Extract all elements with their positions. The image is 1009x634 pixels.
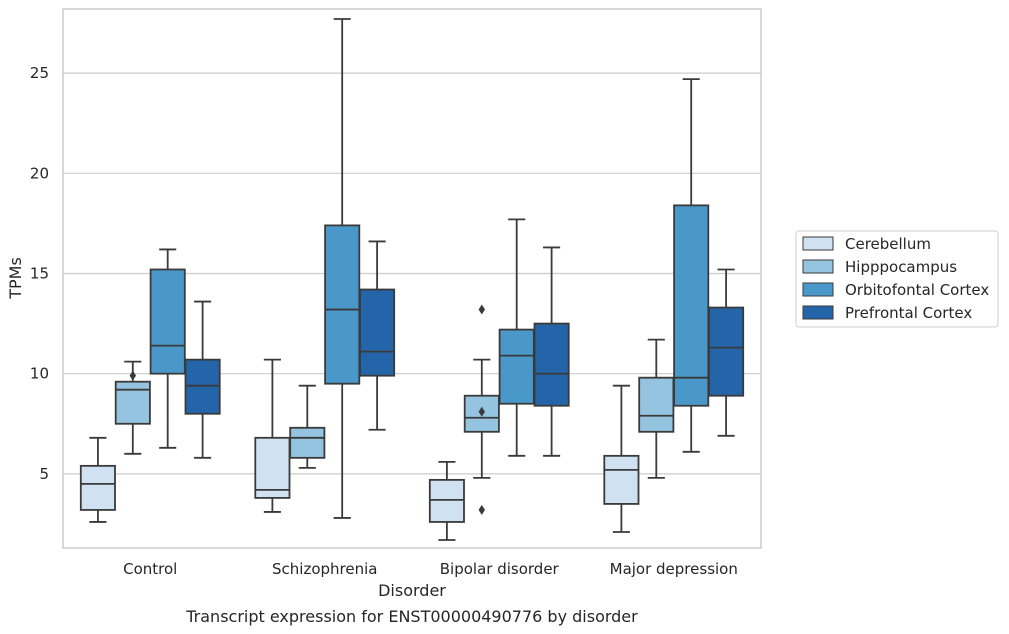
- box-3-2: [533, 246, 570, 457]
- box-iqr: [498, 328, 535, 405]
- chart-caption: Transcript expression for ENST0000049077…: [185, 607, 638, 626]
- outlier-point: [478, 406, 485, 417]
- box-iqr: [79, 464, 116, 511]
- legend-swatch: [802, 236, 834, 251]
- y-tick-labels: 5 10 15 20 25: [30, 64, 49, 483]
- box-iqr: [184, 358, 221, 415]
- y-tick-label: 20: [30, 164, 49, 182]
- legend-entry: Hipppocampus: [802, 258, 957, 276]
- y-tick-label: 15: [30, 264, 49, 282]
- y-tick-label: 10: [30, 365, 49, 383]
- box-1-0: [114, 360, 151, 455]
- box-iqr: [533, 322, 570, 407]
- plot-frame: [62, 8, 762, 549]
- box-iqr: [428, 478, 465, 523]
- x-tick-label: Control: [123, 560, 177, 578]
- box-1-1: [289, 384, 326, 469]
- x-tick-labels: Control Schizophrenia Bipolar disorder Majo…: [123, 560, 738, 578]
- box-iqr: [673, 204, 710, 407]
- x-tick-label: Major depression: [610, 560, 738, 578]
- box-iqr: [149, 268, 186, 375]
- x-tick-label: Bipolar disorder: [440, 560, 560, 578]
- y-tick-label: 5: [39, 465, 49, 483]
- legend-swatch: [802, 259, 834, 274]
- x-tick-label: Schizophrenia: [272, 560, 377, 578]
- outlier-point: [478, 304, 485, 315]
- box-3-3: [708, 268, 745, 437]
- box-3-0: [184, 300, 221, 459]
- box-iqr: [324, 224, 361, 385]
- box-iqr: [289, 426, 326, 459]
- box-iqr: [603, 454, 640, 505]
- legend: Cerebellum Hipppocampus Orbitofontal Corte…: [795, 230, 999, 328]
- legend-label: Hipppocampus: [845, 258, 957, 276]
- box-iqr: [708, 306, 745, 397]
- y-tick-label: 25: [30, 64, 49, 82]
- legend-label: Orbitofontal Cortex: [845, 281, 989, 299]
- box-0-1: [254, 358, 291, 513]
- box-0-3: [603, 384, 640, 533]
- x-axis-label: Disorder: [378, 581, 446, 600]
- box-iqr: [254, 436, 291, 499]
- box-2-2: [498, 218, 535, 457]
- legend-swatch: [802, 305, 834, 320]
- box-2-1: [324, 18, 361, 519]
- outlier-point: [129, 370, 136, 381]
- box-layer: [79, 18, 745, 541]
- legend-label: Prefrontal Cortex: [845, 304, 972, 322]
- box-iqr: [638, 376, 675, 433]
- legend-frame: [795, 230, 999, 328]
- legend-entry: Cerebellum: [802, 235, 931, 253]
- y-axis-label: TPMs: [6, 257, 25, 300]
- box-1-2: [463, 304, 500, 515]
- legend-label: Cerebellum: [845, 235, 931, 253]
- box-0-2: [428, 460, 465, 541]
- legend-swatch: [802, 282, 834, 297]
- legend-entry: Prefrontal Cortex: [802, 304, 972, 322]
- box-3-1: [359, 240, 396, 431]
- box-iqr: [114, 380, 151, 425]
- outlier-point: [478, 504, 485, 515]
- legend-entry: Orbitofontal Cortex: [802, 281, 989, 299]
- box-2-3: [673, 78, 710, 453]
- box-1-3: [638, 338, 675, 479]
- box-2-0: [149, 248, 186, 449]
- box-0-0: [79, 436, 116, 523]
- box-iqr: [359, 288, 396, 377]
